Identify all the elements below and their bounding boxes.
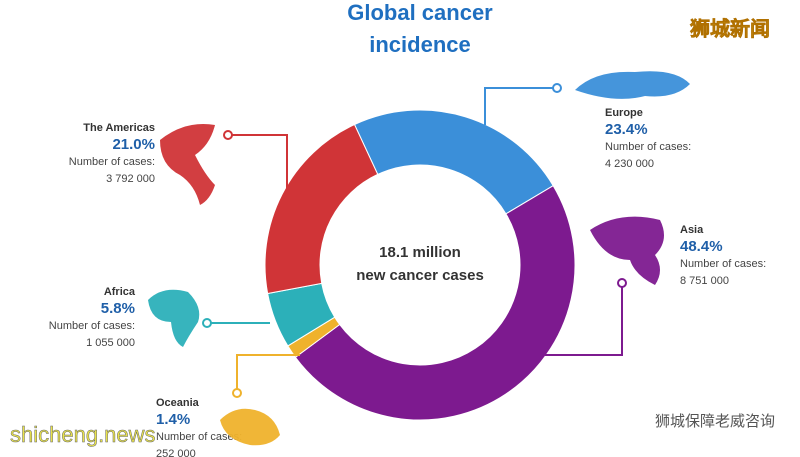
map-americas bbox=[160, 124, 215, 205]
value-label: 1.4% bbox=[156, 411, 190, 428]
case-count: 4 230 000 bbox=[605, 158, 654, 170]
connector-dot bbox=[202, 318, 212, 328]
connector-dot bbox=[552, 83, 562, 93]
map-asia bbox=[590, 216, 664, 285]
watermark: 狮城保障老威咨询 bbox=[655, 412, 775, 430]
donut-segment bbox=[264, 123, 379, 295]
connector-dot bbox=[232, 388, 242, 398]
chart-title: Global cancer bbox=[347, 0, 493, 25]
region-name: Asia bbox=[680, 224, 704, 236]
region-name: Africa bbox=[104, 286, 136, 298]
map-icons bbox=[148, 71, 690, 446]
chart-title: incidence bbox=[369, 32, 470, 57]
cases-label: Number of cases: bbox=[49, 320, 135, 332]
cases-label: Number of cases: bbox=[69, 156, 155, 168]
cases-label: Number of cases: bbox=[156, 431, 242, 443]
connector bbox=[236, 354, 300, 393]
value-label: 21.0% bbox=[112, 136, 155, 153]
connector-dot bbox=[617, 278, 627, 288]
region-name: Europe bbox=[605, 107, 643, 119]
value-label: 23.4% bbox=[605, 121, 648, 138]
center-label: 18.1 million bbox=[379, 244, 461, 261]
case-count: 8 751 000 bbox=[680, 275, 729, 287]
value-label: 5.8% bbox=[101, 300, 135, 317]
connector bbox=[545, 283, 623, 356]
case-count: 3 792 000 bbox=[106, 173, 155, 185]
connector bbox=[228, 134, 288, 190]
watermark: shicheng.news bbox=[10, 422, 156, 447]
map-africa bbox=[148, 289, 200, 347]
value-label: 48.4% bbox=[680, 238, 723, 255]
donut-segment bbox=[353, 109, 554, 215]
region-name: The Americas bbox=[83, 122, 155, 134]
donut-segment bbox=[294, 185, 576, 421]
connector-dot bbox=[223, 130, 233, 140]
map-europe bbox=[575, 71, 690, 99]
connector bbox=[484, 87, 557, 125]
map-oceania bbox=[220, 408, 280, 446]
case-count: 1 055 000 bbox=[86, 337, 135, 349]
case-count: 252 000 bbox=[156, 448, 196, 457]
cases-label: Number of cases: bbox=[605, 141, 691, 153]
cases-label: Number of cases: bbox=[680, 258, 766, 270]
region-name: Oceania bbox=[156, 397, 200, 409]
center-label: new cancer cases bbox=[356, 267, 484, 284]
watermark: 狮城新闻 bbox=[690, 16, 770, 40]
